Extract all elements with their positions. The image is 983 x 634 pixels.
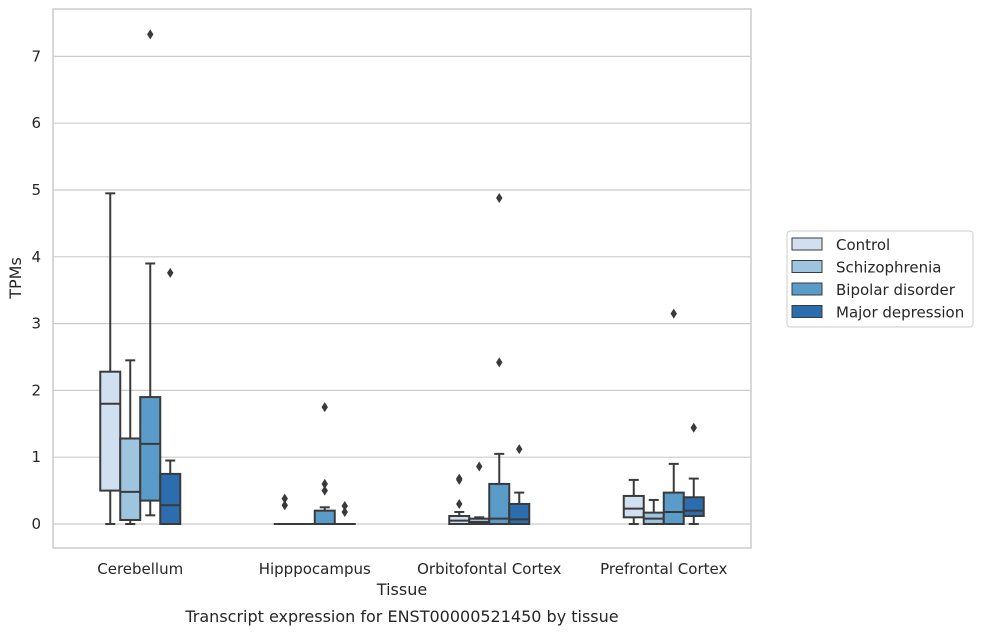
outlier-point — [690, 422, 697, 433]
plot-frame — [52, 8, 752, 549]
outlier-point — [147, 29, 154, 40]
y-tick-labels: 0 1 2 3 4 5 6 7 — [31, 47, 41, 533]
box-control — [99, 192, 122, 525]
outlier-point — [476, 461, 483, 472]
legend-label: Major depression — [836, 304, 964, 322]
box-iqr — [159, 472, 182, 525]
legend-frame — [786, 230, 974, 328]
outlier-point — [167, 267, 174, 278]
box-schizophrenia — [119, 359, 142, 525]
legend: Control Schizophrenia Bipolar disorder Majo… — [786, 230, 974, 328]
legend-swatch — [791, 282, 823, 296]
y-tick-label: 1 — [31, 448, 41, 466]
legend-swatch — [791, 305, 823, 318]
y-tick-label: 4 — [31, 248, 41, 266]
box-groups — [99, 29, 705, 526]
y-tick-label: 6 — [31, 114, 41, 132]
box-major-depression — [682, 422, 705, 525]
box-bipolar-disorder — [662, 308, 685, 526]
box-iqr — [682, 496, 705, 517]
box-schizophrenia — [468, 461, 491, 526]
outlier-point — [281, 493, 288, 504]
outlier-point — [456, 498, 463, 509]
legend-label: Schizophrenia — [836, 259, 941, 277]
box-bipolar-disorder — [488, 193, 511, 526]
x-tick-label: Cerebellum — [97, 560, 183, 578]
outlier-point — [341, 506, 348, 517]
legend-items: Control Schizophrenia Bipolar disorder Majo… — [791, 236, 964, 322]
outlier-point — [321, 485, 328, 496]
box-iqr — [662, 491, 685, 526]
x-tick-labels: Cerebellum Hipppocampus Orbitofontal Corte… — [97, 560, 727, 578]
box-iqr — [99, 370, 122, 492]
x-tick-label: Prefrontal Cortex — [600, 560, 727, 578]
box-bipolar-disorder — [313, 402, 336, 526]
outlier-point — [670, 308, 677, 319]
box-iqr — [119, 437, 142, 521]
outlier-point — [321, 478, 328, 489]
outlier-point — [496, 357, 503, 368]
x-tick-label: Orbitofontal Cortex — [417, 560, 561, 578]
legend-swatch — [791, 260, 823, 273]
box-control — [448, 473, 471, 526]
box-major-depression — [159, 267, 182, 525]
box-control — [622, 478, 645, 525]
outlier-point — [321, 402, 328, 413]
outlier-point — [341, 500, 348, 511]
outlier-point — [496, 193, 503, 204]
box-iqr — [313, 509, 336, 526]
y-axis-label: TPMs — [6, 257, 25, 300]
outlier-point — [456, 474, 463, 485]
y-tick-label: 0 — [31, 515, 41, 533]
y-tick-label: 2 — [31, 381, 41, 399]
outlier-point — [516, 444, 523, 455]
box-major-depression — [333, 500, 356, 526]
x-axis-label: Tissue — [376, 580, 427, 599]
box-iqr — [508, 502, 531, 525]
plot-background — [53, 9, 751, 548]
y-tick-label: 7 — [31, 47, 41, 65]
box-iqr — [139, 396, 162, 502]
box-iqr — [622, 494, 645, 519]
legend-label: Bipolar disorder — [836, 281, 956, 299]
legend-label: Control — [836, 236, 890, 254]
box-bipolar-disorder — [139, 29, 162, 517]
x-tick-label: Hipppocampus — [259, 560, 371, 578]
y-tick-label: 3 — [31, 315, 41, 333]
y-tick-label: 5 — [31, 181, 41, 199]
box-major-depression — [508, 444, 531, 525]
legend-swatch — [791, 237, 823, 251]
outlier-point — [281, 500, 288, 511]
chart-caption: Transcript expression for ENST0000052145… — [184, 607, 618, 626]
